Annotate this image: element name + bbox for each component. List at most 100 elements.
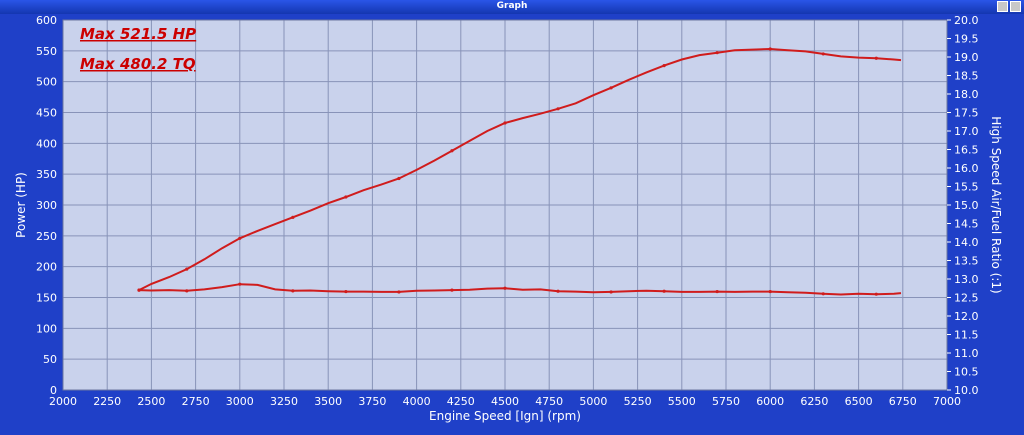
y2-tick-label: 12.0	[954, 310, 979, 323]
y2-tick-label: 10.0	[954, 384, 979, 397]
y-tick-label: 0	[50, 384, 57, 397]
y-tick-label: 300	[36, 199, 57, 212]
series-line-1	[138, 47, 902, 291]
series-point	[609, 290, 613, 294]
y2-tick-label: 14.0	[954, 236, 979, 249]
annotation-label: Max 521.5 HP	[80, 25, 196, 43]
y-axis-label: Power (HP)	[14, 172, 28, 238]
y2-tick-label: 15.0	[954, 199, 979, 212]
y-tick-label: 350	[36, 168, 57, 181]
y2-tick-label: 17.0	[954, 125, 979, 138]
series-point	[291, 215, 295, 219]
series-point	[450, 288, 454, 292]
series-point	[874, 56, 878, 60]
y2-tick-label: 16.0	[954, 162, 979, 175]
x-tick-label: 3000	[226, 395, 254, 408]
x-tick-label: 2500	[137, 395, 165, 408]
x-tick-label: 5500	[668, 395, 696, 408]
series-point	[238, 236, 242, 240]
y-tick-label: 600	[36, 14, 57, 27]
y-tick-label: 250	[36, 230, 57, 243]
series-point	[821, 292, 825, 296]
series-line-2	[138, 283, 902, 296]
y-tick-label: 200	[36, 261, 57, 274]
window-title: Graph	[496, 1, 528, 11]
x-tick-label: 6250	[800, 395, 828, 408]
y2-axis-label: High Speed Air/Fuel Ratio (:1)	[989, 116, 1003, 293]
x-tick-label: 4000	[403, 395, 431, 408]
series-point	[874, 292, 878, 296]
x-tick-label: 4500	[491, 395, 519, 408]
annotations: Max 521.5 HP Max 480.2 TQ	[80, 25, 196, 73]
series-point	[344, 289, 348, 294]
x-tick-label: 5000	[579, 395, 607, 408]
x-tick-label: 2750	[182, 395, 210, 408]
series-point	[662, 289, 666, 293]
y2-tick-label: 18.5	[954, 70, 979, 83]
x-tick-label: 3250	[270, 395, 298, 408]
series-point	[291, 289, 295, 293]
y-tick-label: 400	[36, 137, 57, 150]
series-point	[185, 289, 189, 293]
y2-tick-label: 12.5	[954, 292, 979, 305]
y2-tick-label: 11.0	[954, 347, 979, 360]
x-tick-label: 5750	[712, 395, 740, 408]
x-tick-label: 7000	[933, 395, 961, 408]
x-tick-label: 5250	[624, 395, 652, 408]
y2-tick-label: 19.5	[954, 33, 979, 46]
y-tick-label: 150	[36, 292, 57, 305]
y2-tick-label: 19.0	[954, 51, 979, 64]
y2-tick-label: 14.5	[954, 218, 979, 231]
x-tick-label: 2250	[93, 395, 121, 408]
x-tick-label: 3750	[358, 395, 386, 408]
series-point	[662, 64, 666, 68]
y-tick-label: 500	[36, 76, 57, 89]
series-point	[397, 176, 401, 181]
y-tick-label: 50	[43, 353, 57, 366]
series-point	[344, 195, 348, 199]
y2-tick-label: 20.0	[954, 14, 979, 27]
series-point	[450, 149, 454, 153]
y2-tick-label: 15.5	[954, 181, 979, 194]
y2-tick-label: 11.5	[954, 329, 979, 342]
series-point	[821, 52, 825, 56]
grid-lines	[62, 19, 948, 391]
series-point	[397, 290, 401, 294]
series-point	[715, 289, 719, 294]
x-tick-label: 4750	[535, 395, 563, 408]
x-tick-label: 6750	[889, 395, 917, 408]
series-group	[137, 47, 902, 296]
x-tick-label: 6000	[756, 395, 784, 408]
title-bar: Graph	[0, 0, 1024, 14]
x-axis-label: Engine Speed [Ign] (rpm)	[429, 409, 581, 423]
series-point	[503, 121, 507, 125]
y-tick-label: 450	[36, 107, 57, 120]
series-point	[768, 47, 772, 51]
series-point	[768, 289, 772, 294]
y2-tick-label: 18.0	[954, 88, 979, 101]
annotation-label: Max 480.2 TQ	[80, 55, 196, 73]
series-point	[715, 51, 719, 55]
series-point	[556, 107, 560, 111]
y2-tick-label: 17.5	[954, 107, 979, 120]
series-point	[609, 86, 613, 90]
y2-tick-label: 13.5	[954, 255, 979, 268]
close-button[interactable]	[1010, 1, 1021, 12]
x-tick-label: 2000	[49, 395, 77, 408]
x-tick-label: 4250	[447, 395, 475, 408]
y-tick-label: 100	[36, 322, 57, 335]
y-tick-label: 550	[36, 45, 57, 58]
y2-tick-label: 10.5	[954, 366, 979, 379]
series-point	[137, 288, 141, 292]
y2-tick-label: 16.5	[954, 144, 979, 157]
y2-axis-ticks: 10.0 10.5 11.0 11.5 12.0 12.5 13.0 13.5 14.0 14.5…	[947, 14, 979, 397]
x-tick-label: 3500	[314, 395, 342, 408]
series-point	[238, 282, 242, 286]
x-axis-ticks: 2000 2250 2500 2750 3000 3250 3500 3750 4000 4250…	[49, 395, 961, 408]
series-point	[556, 289, 560, 293]
series-point	[503, 286, 507, 290]
maximize-button[interactable]	[997, 1, 1008, 12]
y-axis-ticks: 0 50 100 150 200 250 300 350 400 450 500 550 600	[36, 14, 57, 397]
